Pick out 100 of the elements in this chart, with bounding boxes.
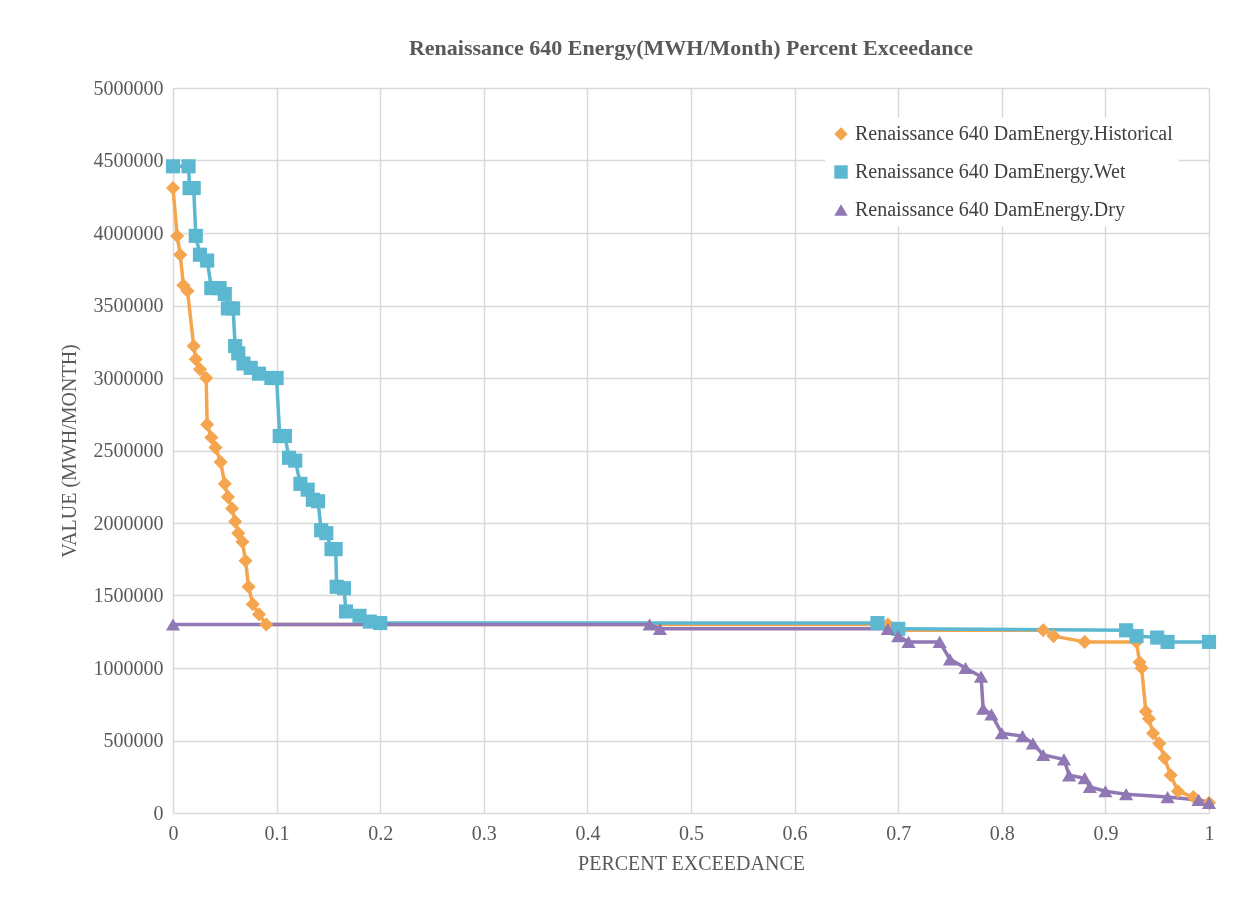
point xyxy=(288,453,303,468)
point xyxy=(217,476,232,491)
point xyxy=(224,501,240,516)
point xyxy=(173,247,188,262)
point xyxy=(1046,629,1061,644)
point xyxy=(974,670,989,683)
x-tick-label: 0.5 xyxy=(679,821,704,844)
y-tick-label: 1000000 xyxy=(93,656,164,679)
point xyxy=(165,618,181,631)
point xyxy=(208,440,223,455)
x-tick-label: 0.8 xyxy=(989,821,1015,844)
y-tick-label: 4000000 xyxy=(93,221,164,244)
legend-label: Renaissance 640 DamEnergy.Historical xyxy=(855,122,1174,145)
point xyxy=(181,159,196,174)
point xyxy=(1160,634,1175,649)
point xyxy=(217,286,232,301)
point xyxy=(192,362,208,377)
point xyxy=(1062,769,1077,782)
point xyxy=(188,352,203,367)
y-tick-label: 0 xyxy=(153,801,164,824)
x-tick-label: 0.1 xyxy=(264,821,290,844)
point xyxy=(373,615,388,631)
point xyxy=(251,607,267,622)
x-tick-label: 0.3 xyxy=(471,821,497,844)
point xyxy=(1129,629,1144,644)
point xyxy=(165,159,181,174)
point xyxy=(319,526,334,541)
point xyxy=(942,653,958,666)
point xyxy=(1077,634,1092,649)
x-tick-label: 0.7 xyxy=(886,821,912,844)
point xyxy=(220,489,235,504)
point xyxy=(269,370,284,386)
point xyxy=(1119,788,1134,801)
x-tick-label: 0.4 xyxy=(575,821,601,844)
point xyxy=(170,228,185,243)
point xyxy=(228,514,243,529)
point xyxy=(891,629,906,643)
chart-title: Renaissance 640 Energy(MWH/Month) Percent Exceedance xyxy=(408,35,974,60)
y-tick-label: 4500000 xyxy=(93,149,164,171)
point xyxy=(1163,768,1178,783)
x-axis-title: PERCENT EXCEEDANCE xyxy=(578,851,805,874)
point xyxy=(1036,748,1051,762)
legend-label: Renaissance 640 DamEnergy.Wet xyxy=(855,160,1126,183)
x-tick-label: 0.9 xyxy=(1093,821,1119,844)
point xyxy=(259,617,274,632)
y-tick-label: 3500000 xyxy=(93,294,164,316)
point xyxy=(870,615,885,631)
point xyxy=(1157,750,1172,765)
point xyxy=(1191,793,1206,807)
point xyxy=(338,604,354,619)
point xyxy=(984,708,999,721)
point xyxy=(277,428,292,444)
legend-label: Renaissance 640 DamEnergy.Dry xyxy=(855,198,1125,221)
point xyxy=(188,228,203,243)
point xyxy=(932,635,947,649)
y-tick-label: 1500000 xyxy=(93,584,164,606)
x-tick-label: 1 xyxy=(1204,821,1215,844)
point xyxy=(1170,784,1185,799)
point xyxy=(310,494,326,509)
point xyxy=(1152,736,1167,751)
point xyxy=(880,622,895,635)
y-tick-label: 3000000 xyxy=(93,366,164,389)
point xyxy=(958,661,973,675)
point xyxy=(1098,785,1113,798)
point xyxy=(1015,730,1030,743)
point xyxy=(1025,737,1040,750)
point xyxy=(213,455,228,470)
point xyxy=(994,727,1009,740)
y-tick-label: 500000 xyxy=(103,729,164,751)
point xyxy=(1036,623,1051,638)
point xyxy=(652,622,667,635)
point xyxy=(235,534,250,549)
point xyxy=(245,597,260,612)
x-tick-label: 0 xyxy=(168,821,179,844)
point xyxy=(200,253,215,268)
point xyxy=(642,618,657,631)
point xyxy=(226,301,241,316)
y-tick-label: 2000000 xyxy=(93,511,164,534)
point xyxy=(199,370,214,386)
point xyxy=(241,579,256,594)
point xyxy=(186,180,201,196)
point xyxy=(186,339,201,354)
point xyxy=(165,180,181,196)
y-tick-label: 5000000 xyxy=(93,76,164,99)
point xyxy=(204,430,219,445)
point xyxy=(1082,780,1097,794)
point xyxy=(1201,634,1217,649)
x-tick-label: 0.6 xyxy=(782,821,808,844)
x-tick-label: 0.2 xyxy=(368,821,394,844)
point xyxy=(238,553,253,568)
point xyxy=(1056,753,1072,766)
point xyxy=(200,417,215,432)
point xyxy=(1141,711,1156,726)
point xyxy=(336,581,352,596)
point xyxy=(1145,726,1161,741)
point xyxy=(328,542,343,557)
point xyxy=(231,526,246,541)
y-axis-title: VALUE (MWH/MONTH) xyxy=(57,344,81,558)
point xyxy=(901,635,916,649)
point xyxy=(1160,790,1175,804)
